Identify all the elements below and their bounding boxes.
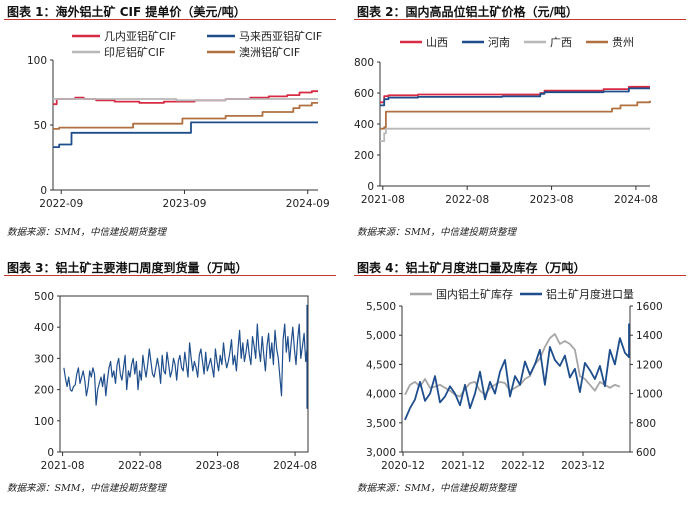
x-tick-label: 2022-08 — [118, 460, 162, 472]
y-tick-label: 600 — [354, 88, 374, 100]
series-line-1 — [63, 304, 308, 409]
chart-panel-4: 图表 4：铝土矿月度进口量及库存（万吨） 3,000 3,500 4,000 4,50… — [350, 256, 690, 512]
series-line-4 — [380, 100, 651, 130]
y-tick-label: 200 — [34, 385, 54, 397]
y-tick-label: 4,500 — [366, 359, 396, 371]
y-tick-label: 4,000 — [366, 389, 396, 401]
x-tick-label: 2023-08 — [196, 460, 240, 472]
y-tick-label: 200 — [354, 150, 374, 162]
y-tick-label: 100 — [27, 55, 47, 67]
x-tick-label: 2024-09 — [286, 198, 330, 210]
chart-2-svg: 0 200 400 600 800 2021-08 2022-08 2023-08 2024-0… — [354, 36, 658, 206]
legend-label-1: 国内铝土矿库存 — [436, 287, 513, 301]
x-tick-label: 2023-12 — [561, 460, 605, 472]
chart-3-svg: 0 100 200 300 400 500 2021-08 2022-08 2023-08 202… — [34, 291, 317, 472]
x-tick-label: 2021-12 — [441, 460, 485, 472]
x-tick-label: 2021-08 — [361, 194, 405, 206]
source-note-4: 数据来源：SMM，中信建投期货整理 — [357, 483, 516, 494]
title-rule — [4, 275, 336, 276]
chart-title-4: 图表 4：铝土矿月度进口量及库存（万吨） — [357, 261, 586, 275]
chart-title-3: 图表 3：铝土矿主要港口周度到货量（万吨） — [7, 261, 248, 275]
chart-panel-2: 图表 2：国内高品位铝土矿价格（元/吨） 0 200 400 600 800 2021-0… — [350, 0, 690, 256]
series-line-2 — [53, 121, 318, 148]
x-tick-label: 2022-08 — [445, 194, 489, 206]
chart-panel-1: 图表 1：海外铝土矿 CIF 提单价（美元/吨） 0 50 100 2022-09 20… — [0, 0, 340, 256]
legend-label-1: 山西 — [426, 36, 448, 49]
series-line-1 — [380, 85, 650, 104]
title-rule — [354, 19, 686, 20]
x-tick-label: 2023-09 — [163, 198, 207, 210]
x-tick-label: 2024-08 — [273, 460, 317, 472]
legend-label-2: 马来西亚铝矿CIF — [239, 29, 322, 43]
legend-label-3: 印尼铝矿CIF — [104, 45, 165, 59]
legend-label-1: 几内亚铝矿CIF — [104, 29, 176, 43]
series-line-2 — [380, 87, 650, 107]
chart-panel-3: 图表 3：铝土矿主要港口周度到货量（万吨） 0 100 200 300 400 500 20… — [0, 256, 340, 512]
series-line-1 — [53, 90, 318, 106]
y-right-tick-label: 800 — [636, 418, 656, 430]
y-tick-label: 3,000 — [366, 447, 396, 459]
y-tick-label: 500 — [34, 291, 54, 303]
title-rule — [354, 275, 686, 276]
y-right-tick-label: 600 — [636, 447, 656, 459]
x-tick-label: 2024-08 — [614, 194, 658, 206]
source-note-1: 数据来源：SMM，中信建投期货整理 — [7, 227, 166, 238]
chart-4-svg: 3,000 3,500 4,000 4,500 5,000 5,500 600 800 1000… — [366, 287, 663, 472]
y-tick-label: 100 — [34, 416, 54, 428]
series-line-2 — [404, 323, 630, 421]
y-tick-label: 5,000 — [366, 330, 396, 342]
y-right-tick-label: 1200 — [636, 359, 663, 371]
y-tick-label: 400 — [34, 322, 54, 334]
x-tick-label: 2020-12 — [381, 460, 425, 472]
y-right-tick-label: 1600 — [636, 301, 663, 313]
legend-label-2: 铝土矿月度进口量 — [546, 287, 634, 301]
x-tick-label: 2023-08 — [530, 194, 574, 206]
legend-label-4: 贵州 — [612, 36, 634, 49]
x-tick-label: 2022-12 — [501, 460, 545, 472]
legend-label-2: 河南 — [488, 36, 510, 49]
plot-frame — [59, 295, 309, 453]
chart-title-2: 图表 2：国内高品位铝土矿价格（元/吨） — [357, 5, 578, 19]
y-tick-label: 50 — [34, 120, 47, 132]
y-right-tick-label: 1000 — [636, 389, 663, 401]
series-line-3 — [380, 127, 650, 142]
legend-label-3: 广西 — [550, 36, 572, 49]
source-note-2: 数据来源：SMM，中信建投期货整理 — [357, 227, 516, 238]
y-tick-label: 0 — [47, 447, 54, 459]
series-line-3 — [53, 98, 318, 102]
x-tick-label: 2022-09 — [39, 198, 83, 210]
y-tick-label: 5,500 — [366, 301, 396, 313]
y-tick-label: 800 — [354, 57, 374, 69]
source-note-3: 数据来源：SMM，中信建投期货整理 — [7, 483, 166, 494]
y-tick-label: 0 — [40, 185, 47, 197]
chart-title-1: 图表 1：海外铝土矿 CIF 提单价（美元/吨） — [7, 5, 246, 19]
y-right-tick-label: 1400 — [636, 330, 663, 342]
y-tick-label: 300 — [34, 353, 54, 365]
chart-1-svg: 0 50 100 2022-09 2023-09 2024-09 几内亚铝矿CIF 马来西亚铝… — [27, 29, 330, 210]
series-line-4 — [53, 102, 318, 130]
y-tick-label: 0 — [367, 181, 374, 193]
x-tick-label: 2021-08 — [41, 460, 85, 472]
title-rule — [4, 19, 336, 20]
legend-label-4: 澳洲铝矿CIF — [239, 45, 300, 59]
y-tick-label: 400 — [354, 119, 374, 131]
y-tick-label: 3,500 — [366, 418, 396, 430]
